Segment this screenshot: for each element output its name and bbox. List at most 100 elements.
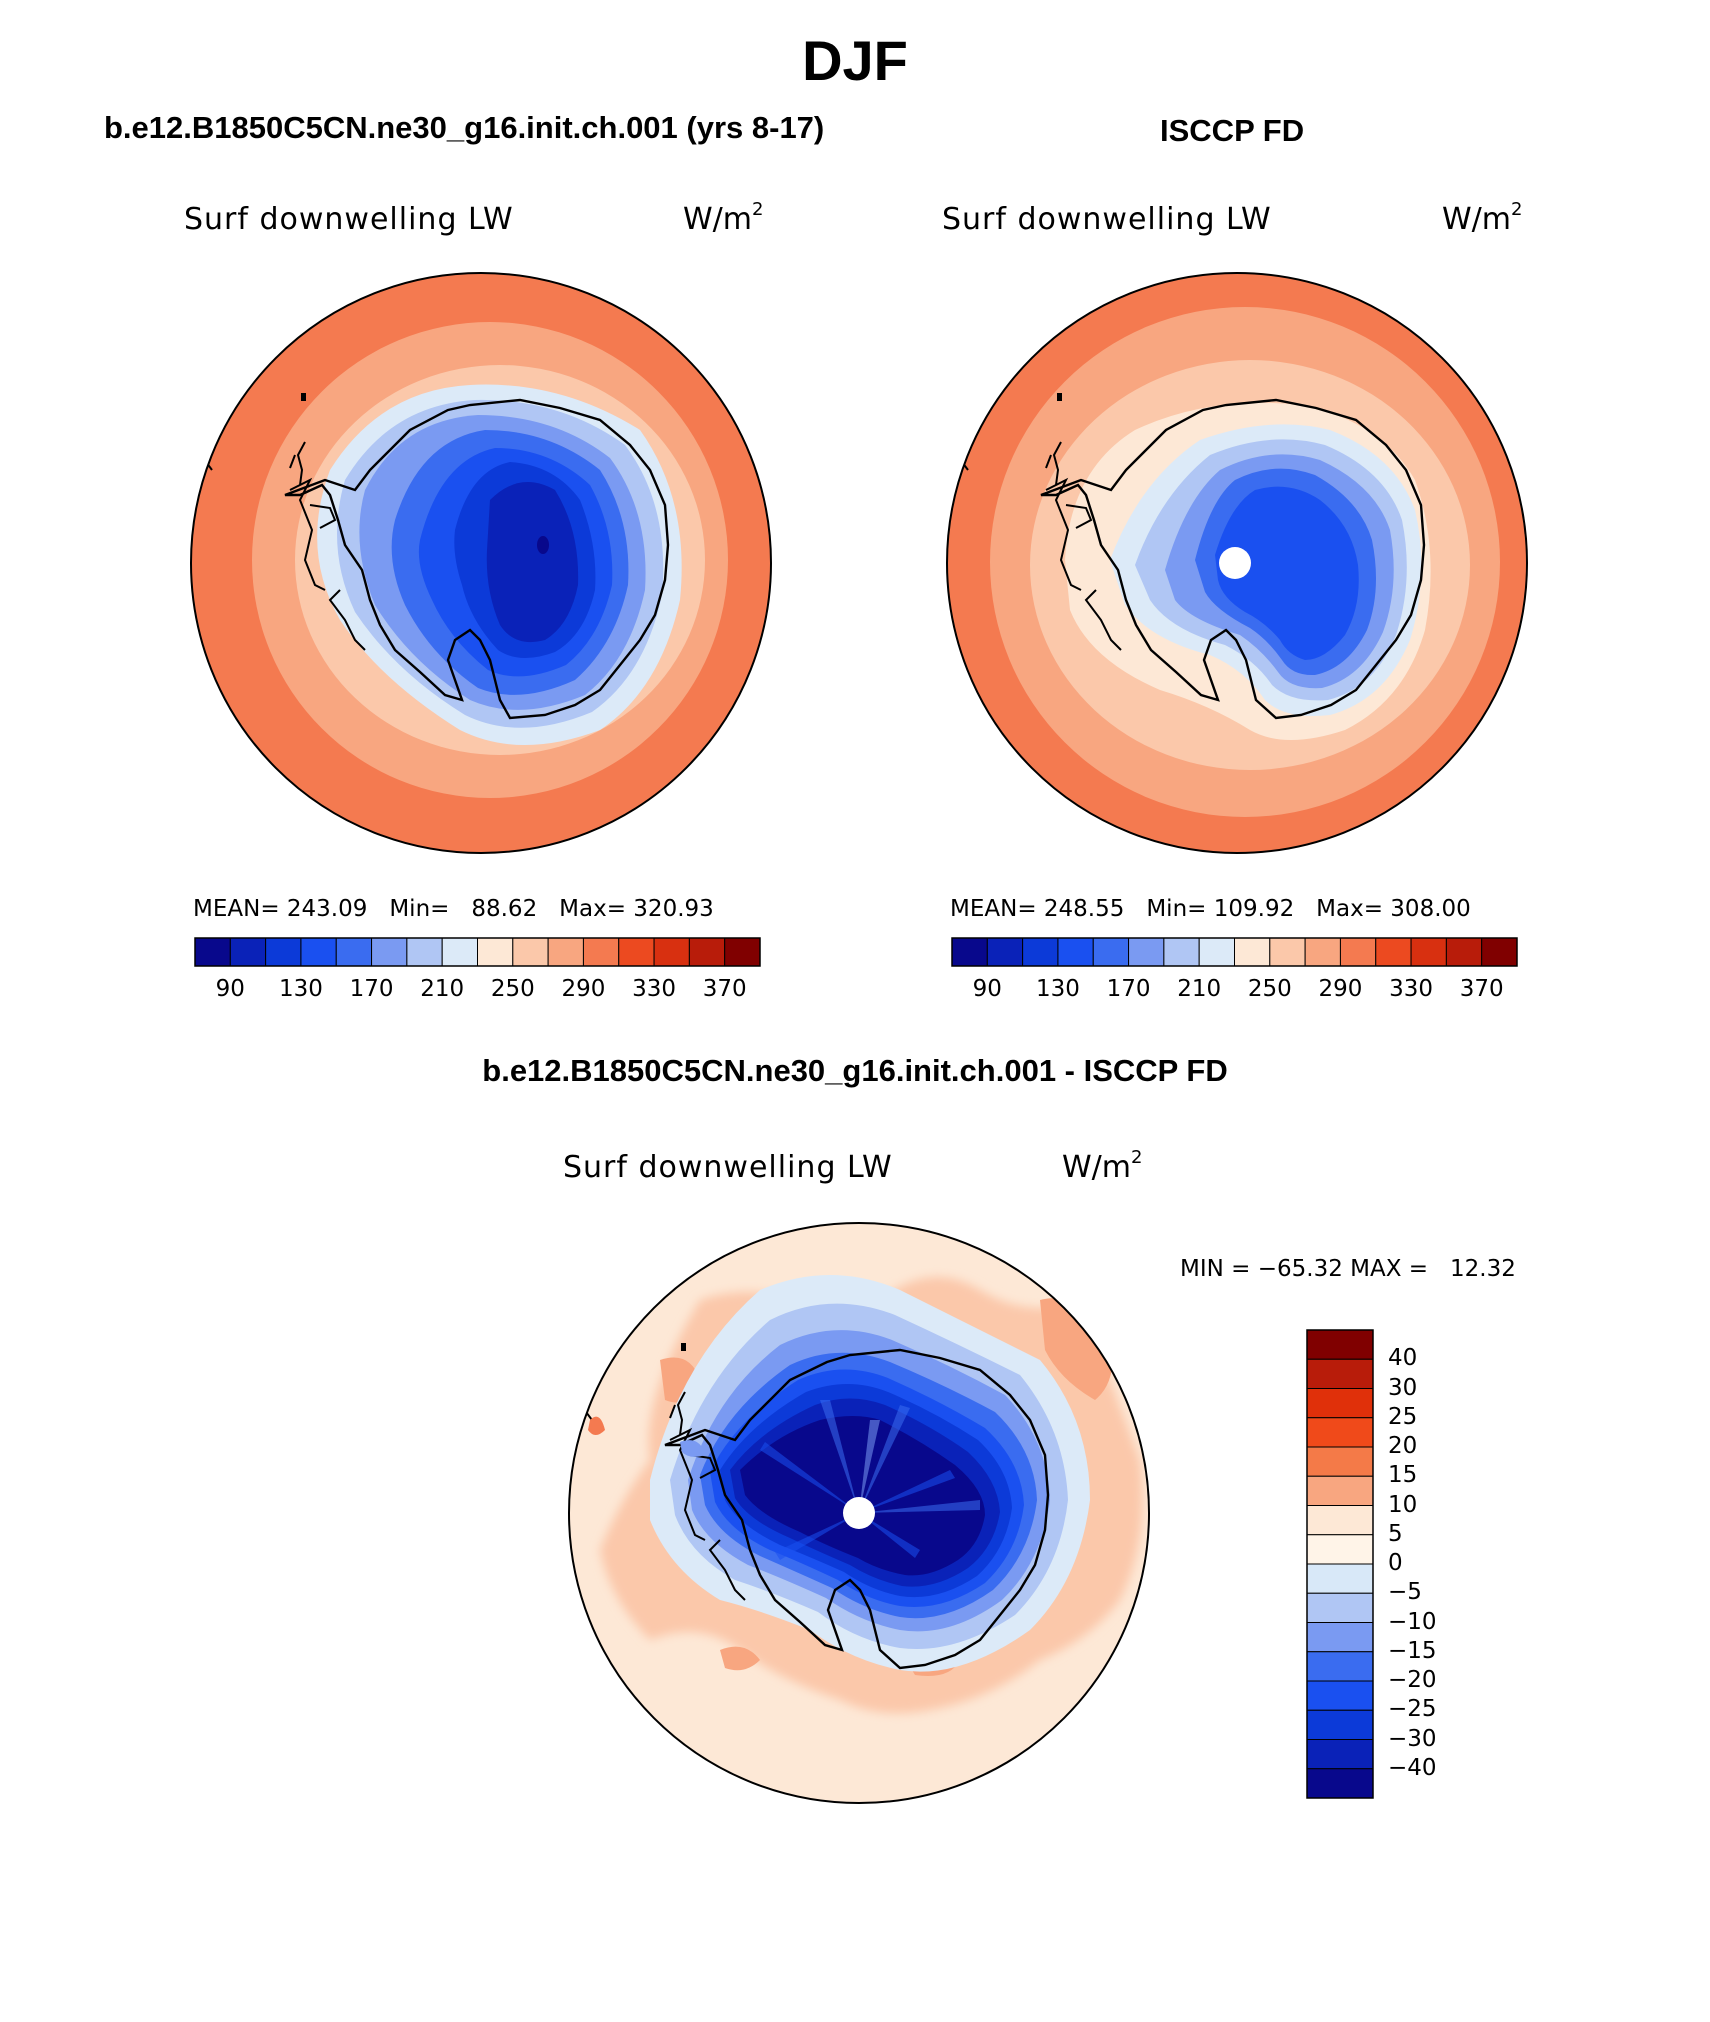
colorbar-swatch <box>335 937 373 967</box>
panel-1-units-label: W/m2 <box>683 199 764 238</box>
panel-2-units-label: W/m2 <box>1442 199 1523 238</box>
panel-1-map-border <box>190 272 772 854</box>
colorbar-swatch <box>951 937 988 967</box>
colorbar-swatch <box>1128 937 1165 967</box>
colorbar-swatch <box>1306 1329 1374 1360</box>
colorbar-swatch <box>1306 1709 1374 1740</box>
colorbar-swatch <box>441 937 478 967</box>
colorbar-tick-label: −5 <box>1388 1579 1422 1606</box>
colorbar-swatch <box>1306 1622 1374 1653</box>
colorbar-tick-label: 0 <box>1388 1550 1403 1576</box>
colorbar-swatch <box>1234 937 1271 967</box>
colorbar-tick-label: −15 <box>1388 1637 1437 1664</box>
colorbar-tick-label: 210 <box>1177 976 1222 1002</box>
colorbar-swatch <box>477 937 514 967</box>
diff-variable-label: Surf downwelling LW <box>563 1150 893 1185</box>
colorbar-swatch <box>1269 937 1306 967</box>
panel-2-map <box>947 273 1527 853</box>
colorbar-swatch <box>512 937 549 967</box>
panel-2-case-title: ISCCP FD <box>1160 113 1305 148</box>
colorbar-tick-label: −25 <box>1388 1696 1437 1723</box>
colorbar-tick-label: 90 <box>215 976 245 1002</box>
panel-2-map-border <box>946 272 1528 854</box>
colorbar-tick-label: −10 <box>1388 1608 1437 1635</box>
colorbar-swatch <box>688 937 726 967</box>
colorbar-swatch <box>582 937 620 967</box>
colorbar-swatch <box>1022 937 1059 967</box>
diff-minmax-label: MIN = −65.32 MAX = 12.32 <box>1180 1256 1516 1282</box>
colorbar-swatch <box>1375 937 1412 967</box>
colorbar-swatch <box>265 937 302 967</box>
colorbar-tick-label: −20 <box>1388 1667 1437 1693</box>
colorbar-swatch <box>1339 937 1377 967</box>
colorbar-swatch <box>724 937 761 967</box>
colorbar-swatch <box>1306 1475 1374 1506</box>
colorbar-swatch <box>1198 937 1235 967</box>
colorbar-swatch <box>1445 937 1483 967</box>
diff-units-label: W/m2 <box>1062 1147 1143 1186</box>
colorbar-swatch <box>1306 1680 1374 1711</box>
colorbar-tick-label: 15 <box>1388 1462 1418 1489</box>
colorbar-tick-label: 40 <box>1388 1345 1418 1372</box>
colorbar-tick-label: 90 <box>972 976 1002 1002</box>
colorbar-swatch <box>1306 1417 1374 1448</box>
colorbar-swatch <box>300 937 337 967</box>
colorbar-tick-label: 290 <box>1318 976 1363 1002</box>
colorbar-tick-label: 290 <box>561 976 606 1002</box>
colorbar-swatch <box>1304 937 1341 967</box>
colorbar-tick-label: −30 <box>1388 1725 1437 1752</box>
colorbar-tick-label: 370 <box>702 976 747 1002</box>
colorbar-swatch <box>1092 937 1130 967</box>
diff-case-title: b.e12.B1850C5CN.ne30_g16.init.ch.001 - I… <box>482 1053 1228 1088</box>
colorbar-swatch <box>1410 937 1447 967</box>
colorbar-swatch <box>1306 1388 1374 1419</box>
colorbar-tick-label: 370 <box>1459 976 1504 1002</box>
colorbar-tick-label: 250 <box>490 976 535 1002</box>
colorbar-swatch <box>194 937 231 967</box>
colorbar-tick-label: 130 <box>278 976 323 1002</box>
panel-2-variable-label: Surf downwelling LW <box>942 202 1272 237</box>
colorbar-swatch <box>1306 1651 1374 1682</box>
panel-1-variable-label: Surf downwelling LW <box>184 202 514 237</box>
colorbar-tick-label: 25 <box>1388 1403 1418 1430</box>
panel-2-stats: MEAN= 248.55 Min= 109.92 Max= 308.00 <box>950 896 1471 922</box>
colorbar-tick-label: 10 <box>1388 1491 1418 1518</box>
panel-1-colorbar <box>194 937 761 967</box>
colorbar-swatch <box>406 937 443 967</box>
panel-1-map <box>191 273 771 853</box>
colorbar-swatch <box>1306 1505 1374 1536</box>
colorbar-swatch <box>618 937 655 967</box>
colorbar-swatch <box>1306 1358 1374 1389</box>
colorbar-swatch <box>1306 1592 1374 1623</box>
colorbar-outline <box>1306 1329 1374 1799</box>
panel-1-stats: MEAN= 243.09 Min= 88.62 Max= 320.93 <box>193 896 714 922</box>
colorbar-tick-label: 130 <box>1035 976 1080 1002</box>
colorbar-swatch <box>1306 1534 1374 1565</box>
colorbar-tick-label: 210 <box>420 976 465 1002</box>
colorbar-swatch <box>547 937 584 967</box>
diff-map-border <box>568 1222 1150 1804</box>
colorbar-tick-label: 250 <box>1247 976 1292 1002</box>
diff-colorbar <box>1306 1329 1374 1799</box>
panel-1-case-title: b.e12.B1850C5CN.ne30_g16.init.ch.001 (yr… <box>104 110 825 145</box>
colorbar-swatch <box>1306 1739 1374 1770</box>
colorbar-tick-label: 170 <box>349 976 394 1002</box>
colorbar-tick-label: 170 <box>1106 976 1151 1002</box>
colorbar-swatch <box>1306 1563 1374 1594</box>
colorbar-tick-label: 330 <box>1389 976 1434 1002</box>
colorbar-tick-label: 20 <box>1388 1433 1418 1459</box>
colorbar-swatch <box>1306 1446 1374 1477</box>
colorbar-swatch <box>1163 937 1200 967</box>
colorbar-tick-label: 5 <box>1388 1520 1403 1547</box>
colorbar-tick-label: 30 <box>1388 1374 1418 1401</box>
colorbar-outline <box>194 937 761 967</box>
colorbar-swatch <box>1057 937 1094 967</box>
colorbar-swatch <box>1306 1768 1374 1799</box>
colorbar-swatch <box>1481 937 1518 967</box>
panel-2-colorbar <box>951 937 1518 967</box>
colorbar-swatch <box>371 937 408 967</box>
colorbar-tick-label: 330 <box>632 976 677 1002</box>
colorbar-outline <box>951 937 1518 967</box>
colorbar-swatch <box>986 937 1024 967</box>
